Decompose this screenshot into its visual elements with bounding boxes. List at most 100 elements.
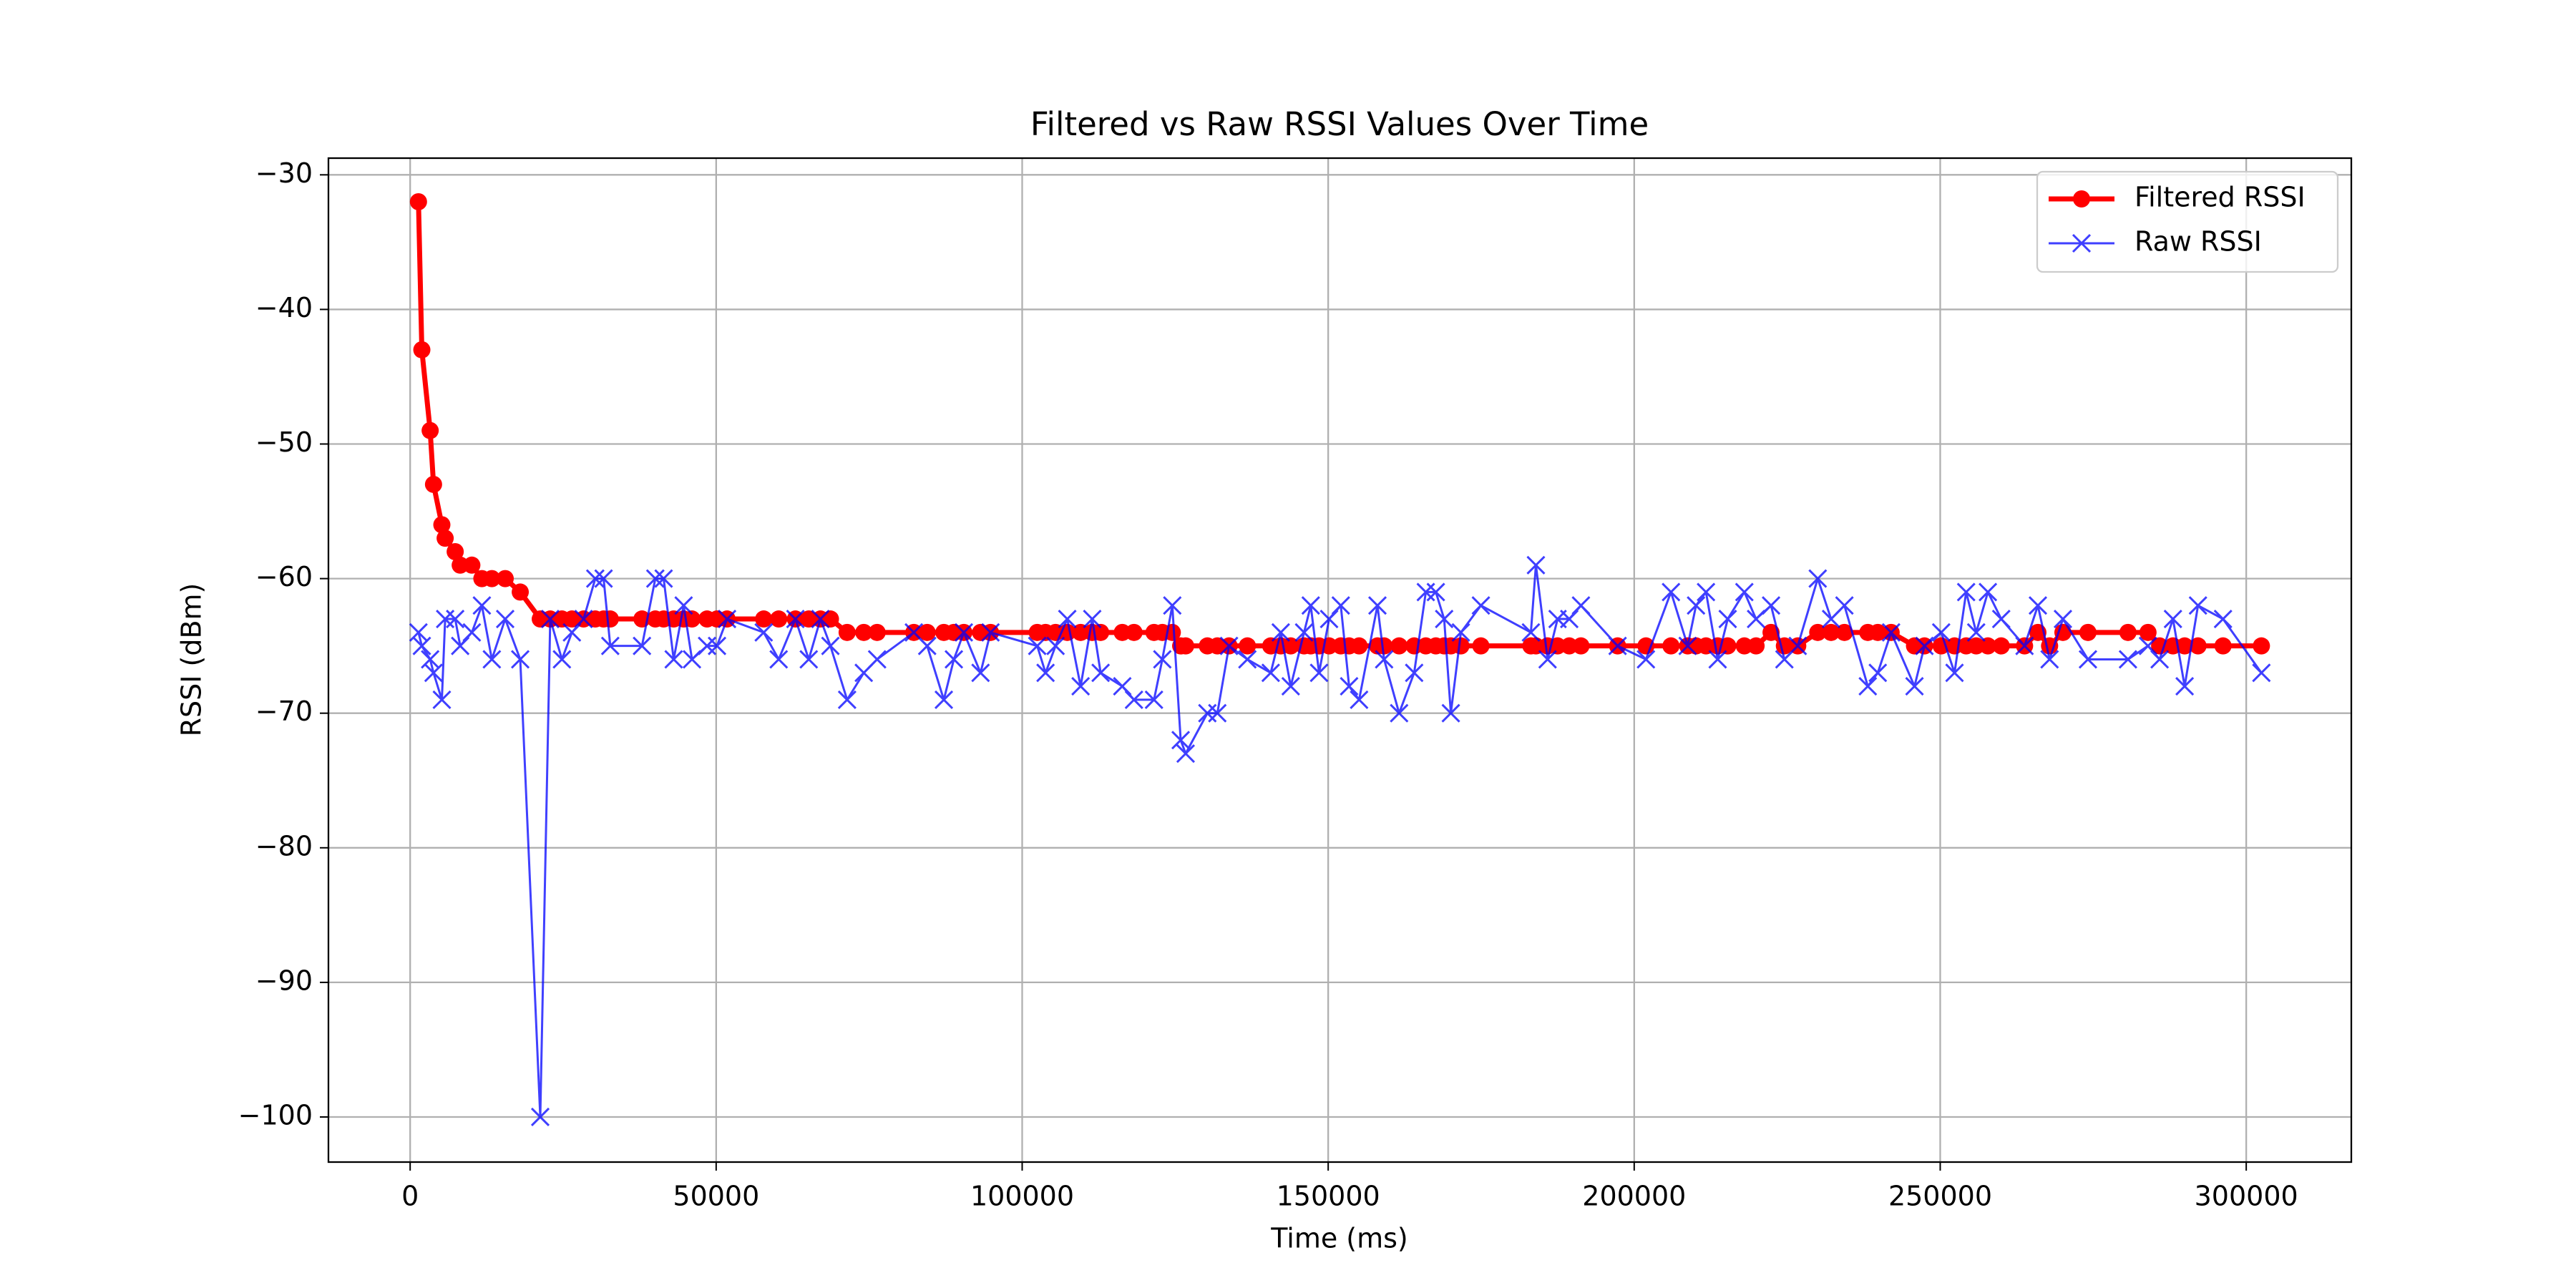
- x-tick-label: 50000: [673, 1181, 759, 1212]
- point: [799, 650, 819, 669]
- point: [512, 583, 530, 601]
- y-tick-label: −100: [238, 1099, 313, 1131]
- point: [594, 569, 613, 588]
- point: [2151, 637, 2169, 655]
- point: [2015, 636, 2034, 655]
- point: [1979, 582, 1998, 602]
- point: [1375, 650, 1394, 669]
- point: [1124, 690, 1143, 709]
- legend-label: Filtered RSSI: [2135, 182, 2306, 213]
- point: [1309, 663, 1329, 683]
- point: [447, 542, 464, 560]
- point: [1340, 677, 1359, 696]
- point: [2054, 623, 2072, 641]
- point: [421, 421, 439, 439]
- plot-frame: [327, 157, 2353, 1163]
- point: [424, 475, 442, 493]
- point: [483, 570, 501, 587]
- y-tick-label: −70: [255, 696, 313, 727]
- point: [2213, 609, 2233, 629]
- point: [552, 650, 572, 669]
- point: [1319, 609, 1339, 629]
- point: [1915, 636, 1934, 655]
- y-tick-label: −30: [255, 157, 313, 189]
- point: [1932, 637, 1950, 655]
- point: [755, 610, 773, 628]
- point: [1538, 650, 1557, 669]
- point: [413, 341, 431, 358]
- point: [1125, 623, 1143, 641]
- point: [2253, 637, 2270, 655]
- point: [934, 690, 954, 709]
- point: [540, 609, 560, 629]
- point: [574, 609, 593, 629]
- point: [1071, 677, 1091, 696]
- point: [2040, 650, 2059, 669]
- point: [1718, 609, 1737, 629]
- point: [432, 690, 452, 709]
- point: [1471, 596, 1491, 615]
- point: [1452, 637, 1470, 655]
- x-tick-label: 250000: [1888, 1181, 1992, 1212]
- point: [2138, 636, 2157, 655]
- point: [855, 623, 873, 641]
- point: [601, 610, 619, 628]
- point: [562, 623, 582, 642]
- point: [1390, 637, 1408, 655]
- point: [2053, 609, 2073, 629]
- point: [1992, 637, 2010, 655]
- point: [1092, 623, 1110, 641]
- legend: Filtered RSSI Raw RSSI: [2036, 170, 2339, 273]
- point: [1678, 636, 1697, 655]
- x-tick-label: 300000: [2195, 1181, 2298, 1212]
- point: [600, 636, 620, 655]
- point: [664, 650, 683, 669]
- x-tick-label: 200000: [1582, 1181, 1686, 1212]
- point: [1238, 650, 1257, 669]
- point: [2118, 650, 2137, 669]
- y-tick-label: −90: [255, 965, 313, 996]
- point: [1435, 609, 1454, 629]
- point: [868, 623, 886, 641]
- point: [1991, 609, 2011, 629]
- point: [821, 636, 840, 655]
- point: [510, 650, 530, 669]
- point: [1719, 637, 1737, 655]
- point: [1281, 677, 1300, 696]
- legend-marker: [2073, 190, 2090, 208]
- point: [412, 636, 431, 655]
- point: [1350, 690, 1369, 709]
- point: [917, 636, 937, 655]
- point: [645, 569, 665, 588]
- point: [1144, 690, 1163, 709]
- y-tick-label: −40: [255, 292, 313, 323]
- legend-marker: [2072, 233, 2092, 253]
- chart-title: Filtered vs Raw RSSI Values Over Time: [1030, 105, 1649, 143]
- point: [1405, 663, 1424, 683]
- point: [954, 623, 974, 642]
- point: [424, 663, 443, 683]
- point: [1176, 637, 1194, 655]
- point: [2119, 623, 2137, 641]
- point: [1219, 636, 1239, 655]
- point: [1282, 637, 1299, 655]
- point: [462, 623, 482, 642]
- point: [1046, 636, 1065, 655]
- point: [770, 610, 788, 628]
- point: [1687, 596, 1706, 615]
- point: [1113, 677, 1132, 696]
- legend-item: [2049, 233, 2114, 253]
- point: [1058, 609, 1077, 629]
- point: [2175, 677, 2195, 696]
- point: [1390, 703, 1409, 723]
- point: [446, 609, 465, 629]
- point: [433, 516, 451, 534]
- point: [1083, 609, 1102, 629]
- point: [463, 556, 481, 574]
- point: [530, 1107, 550, 1127]
- point: [1835, 623, 1853, 641]
- point: [2139, 623, 2157, 641]
- point: [1560, 609, 1579, 629]
- point: [1662, 637, 1680, 655]
- point: [718, 609, 737, 629]
